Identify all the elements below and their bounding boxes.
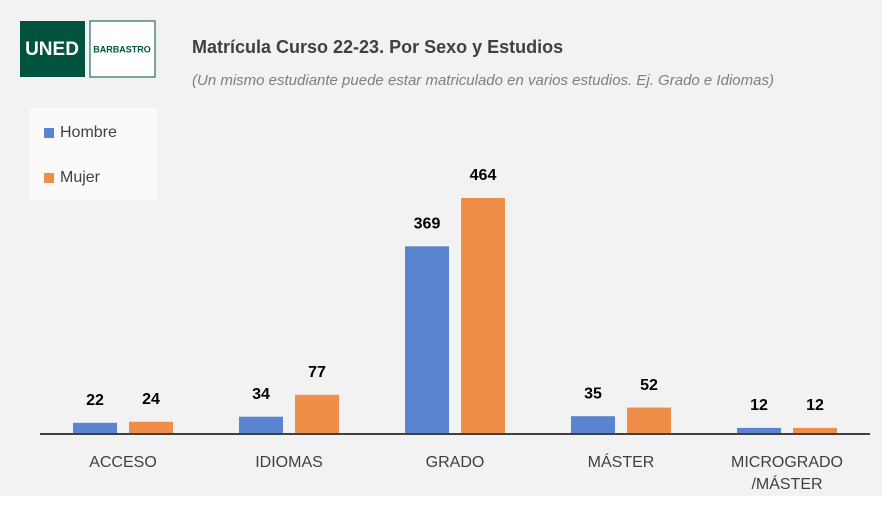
- bar: [461, 198, 505, 434]
- data-label: 12: [750, 397, 768, 414]
- bar: [627, 407, 671, 434]
- data-label: 12: [806, 397, 824, 414]
- data-label: 22: [86, 392, 104, 409]
- data-label: 52: [640, 377, 658, 394]
- bar: [571, 416, 615, 434]
- x-tick-label: GRADO: [425, 454, 485, 471]
- legend-label: Mujer: [60, 169, 101, 186]
- data-label: 77: [308, 364, 326, 381]
- bar: [73, 422, 117, 434]
- bar: [295, 394, 339, 434]
- bar: [129, 421, 173, 434]
- chart-subtitle: (Un mismo estudiante puede estar matricu…: [192, 72, 774, 89]
- logo-secondary: BARBASTRO: [93, 44, 151, 54]
- logo-box: [89, 20, 156, 78]
- logo-primary: UNED: [25, 39, 79, 60]
- data-label: 464: [470, 167, 497, 184]
- legend-swatch: [44, 128, 54, 138]
- logo-box: [20, 21, 85, 77]
- bar: [737, 427, 781, 434]
- data-label: 35: [584, 385, 602, 402]
- chart-title: Matrícula Curso 22-23. Por Sexo y Estudi…: [192, 37, 563, 57]
- bar: [793, 427, 837, 434]
- data-label: 34: [252, 386, 270, 403]
- legend-box: [30, 108, 158, 200]
- bar: [239, 416, 283, 434]
- x-tick-label: ACCESO: [89, 454, 157, 471]
- legend-swatch: [44, 173, 54, 183]
- legend-label: Hombre: [60, 124, 117, 141]
- x-tick-label: MICROGRADO /MÁSTER: [731, 454, 843, 493]
- data-label: 24: [142, 391, 160, 408]
- data-label: 369: [414, 216, 441, 233]
- x-tick-label: IDIOMAS: [255, 454, 323, 471]
- x-tick-label: MÁSTER: [587, 454, 655, 471]
- bar: [405, 246, 449, 434]
